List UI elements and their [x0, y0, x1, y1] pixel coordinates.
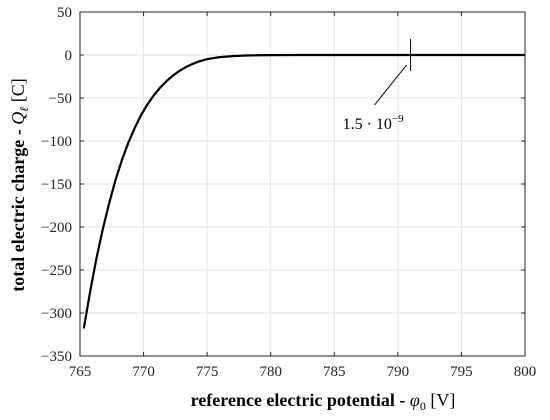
ticks: 765 770 775 780 785 790 795 800 50 0 −50 −100 −150 −2…	[41, 5, 536, 380]
x-tick-label: 780	[259, 364, 282, 380]
x-axis-label-text: reference electric potential -	[191, 390, 410, 410]
y-tick-label: −100	[41, 134, 72, 150]
series-line	[82, 53, 525, 329]
y-axis-label: total electric charge - Qℓ [C]	[8, 78, 31, 291]
x-tick-label: 800	[514, 364, 537, 380]
y-tick-label: 0	[65, 48, 73, 64]
annotation: 1.5 · 10−9	[343, 39, 412, 133]
series-layer	[82, 53, 525, 329]
x-tick-label: 785	[323, 364, 346, 380]
annotation-label-exponent: −9	[392, 113, 404, 125]
y-tick-label: −250	[41, 263, 72, 279]
x-axis-label-unit: [V]	[426, 390, 456, 410]
annotation-label-base: 1.5 · 10	[343, 116, 392, 133]
x-tick-label: 765	[69, 364, 92, 380]
y-tick-label: −300	[41, 306, 72, 322]
x-axis-label-sub: 0	[420, 399, 426, 413]
annotation-leader	[374, 64, 407, 106]
y-tick-label: 50	[57, 5, 72, 21]
y-tick-label: −200	[41, 220, 72, 236]
annotation-label: 1.5 · 10−9	[343, 113, 405, 133]
y-axis-label-var: Q	[8, 112, 28, 125]
x-axis-label-var: φ	[410, 390, 420, 410]
y-axis-label-sub: ℓ	[17, 107, 31, 112]
x-tick-label: 770	[132, 364, 155, 380]
y-axis-label-unit: [C]	[8, 78, 28, 107]
x-tick-label: 790	[387, 364, 410, 380]
y-tick-label: −50	[49, 91, 72, 107]
y-tick-label: −350	[41, 349, 72, 365]
x-tick-label: 795	[450, 364, 473, 380]
x-tick-label: 775	[196, 364, 219, 380]
x-axis-label: reference electric potential - φ0 [V]	[191, 390, 456, 413]
y-tick-label: −150	[41, 177, 72, 193]
y-axis-label-text: total electric charge -	[8, 125, 28, 292]
